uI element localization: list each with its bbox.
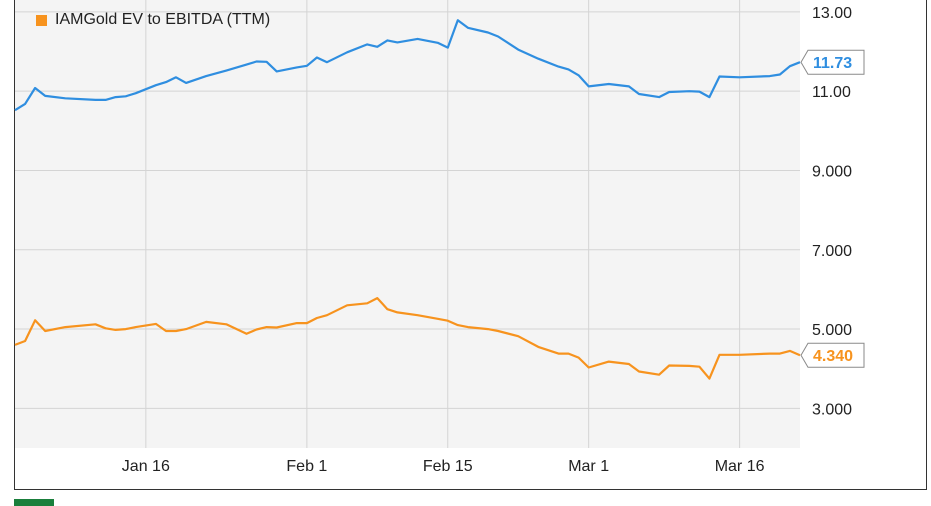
x-tick-label: Mar 1 bbox=[568, 458, 609, 475]
svg-text:11.73: 11.73 bbox=[813, 55, 852, 72]
x-tick-label: Jan 16 bbox=[122, 458, 170, 475]
grid-layer bbox=[15, 0, 800, 448]
svg-text:4.340: 4.340 bbox=[813, 348, 853, 365]
y-tick-label: 11.00 bbox=[812, 84, 851, 101]
end-value-label-1: 11.73 bbox=[800, 49, 865, 75]
x-tick-label: Mar 16 bbox=[715, 458, 765, 475]
ycharts-logo bbox=[14, 499, 54, 506]
legend-swatch-orange bbox=[36, 14, 47, 26]
x-tick-label: Feb 1 bbox=[286, 458, 327, 475]
series-line-1 bbox=[14, 19, 801, 112]
y-tick-label: 13.00 bbox=[812, 5, 852, 22]
series-layer bbox=[14, 19, 801, 380]
y-tick-label: 5.000 bbox=[812, 322, 852, 339]
y-tick-label: 7.000 bbox=[812, 243, 852, 260]
y-axis: 3.000 5.000 7.000 9.000 11.00 13.00 bbox=[812, 5, 852, 418]
legend-label-series-2: IAMGold EV to EBITDA (TTM) bbox=[55, 11, 271, 28]
y-tick-label: 3.000 bbox=[812, 401, 852, 418]
series-line-2 bbox=[14, 297, 801, 380]
legend-item-series-2: IAMGold EV to EBITDA (TTM) bbox=[36, 11, 270, 29]
x-tick-label: Feb 15 bbox=[423, 458, 473, 475]
end-labels: 11.73 4.340 bbox=[800, 49, 865, 368]
chart-frame bbox=[14, 0, 927, 490]
plot-area bbox=[15, 0, 800, 448]
y-tick-label: 9.000 bbox=[812, 163, 852, 180]
x-axis: Jan 16 Feb 1 Feb 15 Mar 1 Mar 16 bbox=[122, 458, 765, 475]
end-value-label-2: 4.340 bbox=[800, 342, 865, 368]
